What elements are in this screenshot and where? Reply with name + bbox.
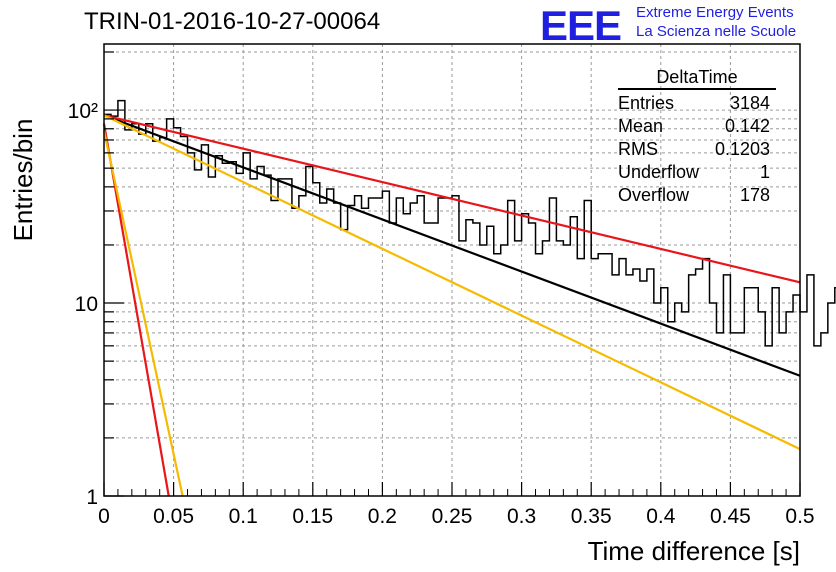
- x-tick-label: 0.25: [432, 505, 473, 528]
- x-tick-label: 0.05: [153, 505, 194, 528]
- run-title: TRIN-01-2016-10-27-00064: [84, 8, 381, 35]
- stats-row-rms: RMS 0.1203: [612, 138, 782, 161]
- eee-logo-mark: EEE: [540, 2, 622, 49]
- y-tick-label: 1: [86, 486, 98, 509]
- axis-ticks: [103, 51, 801, 497]
- x-tick-label: 0.35: [571, 505, 612, 528]
- x-tick-label: 0.2: [368, 505, 397, 528]
- stats-title: DeltaTime: [618, 66, 776, 90]
- fit-curve: [102, 130, 184, 497]
- stats-row-overflow: Overflow 178: [612, 184, 782, 207]
- y-tick-label: 10²: [68, 100, 98, 123]
- x-tick-label: 0.15: [292, 505, 333, 528]
- stats-row-underflow: Underflow 1: [612, 161, 782, 184]
- x-tick-label: 0.5: [785, 505, 814, 528]
- y-tick-labels: 1 10 10²: [68, 100, 98, 509]
- fit-curve: [103, 114, 801, 377]
- stats-row-mean: Mean 0.142: [612, 115, 782, 138]
- stats-row-entries: Entries 3184: [612, 92, 782, 115]
- stats-value: 0.1203: [714, 139, 770, 159]
- stats-value: 178: [739, 185, 770, 205]
- logo-line-2: La Scienza nelle Scuole: [636, 23, 797, 40]
- x-tick-label: 0: [98, 505, 110, 528]
- grid-lines: [103, 44, 801, 496]
- histogram-step-line: [104, 99, 836, 347]
- y-axis-title: Entries/bin: [8, 119, 38, 242]
- fit-curve: [103, 114, 801, 284]
- x-tick-label: 0.1: [229, 505, 258, 528]
- stats-label: RMS: [618, 139, 658, 159]
- stats-label: Entries: [618, 93, 675, 113]
- y-tick-label: 10: [75, 293, 98, 316]
- stats-box: DeltaTime Entries 3184 Mean 0.142 RMS 0.…: [612, 66, 782, 207]
- stats-value: 3184: [729, 93, 770, 113]
- fit-curves: [102, 114, 801, 497]
- x-tick-label: 0.4: [646, 505, 676, 528]
- stats-value: 1: [759, 162, 770, 182]
- stats-label: Mean: [618, 116, 664, 136]
- stats-label: Overflow: [618, 185, 690, 205]
- x-tick-label: 0.45: [710, 505, 751, 528]
- histogram-bars: [104, 99, 836, 347]
- fit-curve: [103, 114, 801, 451]
- x-tick-labels: 0 0.05 0.1 0.15 0.2 0.25 0.3 0.35 0.4 0.45 0.5: [98, 505, 814, 528]
- logo-line-1: Extreme Energy Events: [636, 4, 794, 21]
- stats-value: 0.142: [724, 116, 770, 136]
- x-axis-title: Time difference [s]: [588, 536, 800, 566]
- x-tick-label: 0.3: [507, 505, 536, 528]
- stats-label: Underflow: [618, 162, 700, 182]
